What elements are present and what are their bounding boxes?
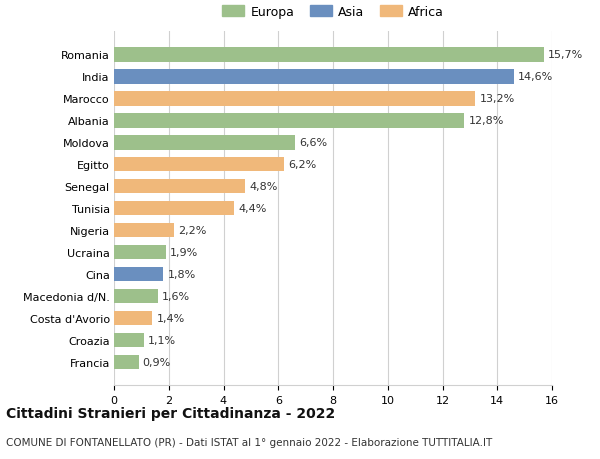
Text: 1,9%: 1,9% bbox=[170, 248, 199, 257]
Text: 1,8%: 1,8% bbox=[167, 269, 196, 280]
Bar bbox=[114, 290, 158, 304]
Text: 13,2%: 13,2% bbox=[479, 94, 515, 104]
Bar bbox=[114, 92, 475, 106]
Text: 14,6%: 14,6% bbox=[518, 72, 553, 82]
Text: 1,1%: 1,1% bbox=[148, 336, 176, 346]
Text: 1,4%: 1,4% bbox=[157, 313, 185, 324]
Text: 15,7%: 15,7% bbox=[548, 50, 583, 60]
Text: Cittadini Stranieri per Cittadinanza - 2022: Cittadini Stranieri per Cittadinanza - 2… bbox=[6, 406, 335, 420]
Bar bbox=[114, 136, 295, 150]
Text: 1,6%: 1,6% bbox=[162, 291, 190, 302]
Text: 12,8%: 12,8% bbox=[469, 116, 504, 126]
Bar bbox=[114, 246, 166, 260]
Bar bbox=[114, 158, 284, 172]
Bar bbox=[114, 70, 514, 84]
Text: 2,2%: 2,2% bbox=[178, 226, 207, 236]
Text: 6,2%: 6,2% bbox=[288, 160, 316, 170]
Bar bbox=[114, 224, 174, 238]
Text: 0,9%: 0,9% bbox=[143, 358, 171, 367]
Bar bbox=[114, 48, 544, 62]
Text: 4,4%: 4,4% bbox=[239, 204, 267, 214]
Bar bbox=[114, 114, 464, 128]
Bar bbox=[114, 202, 235, 216]
Text: 4,8%: 4,8% bbox=[250, 182, 278, 192]
Legend: Europa, Asia, Africa: Europa, Asia, Africa bbox=[218, 2, 448, 22]
Text: COMUNE DI FONTANELLATO (PR) - Dati ISTAT al 1° gennaio 2022 - Elaborazione TUTTI: COMUNE DI FONTANELLATO (PR) - Dati ISTAT… bbox=[6, 437, 492, 447]
Bar bbox=[114, 180, 245, 194]
Text: 6,6%: 6,6% bbox=[299, 138, 327, 148]
Bar bbox=[114, 355, 139, 369]
Bar bbox=[114, 333, 144, 347]
Bar bbox=[114, 268, 163, 282]
Bar bbox=[114, 311, 152, 325]
